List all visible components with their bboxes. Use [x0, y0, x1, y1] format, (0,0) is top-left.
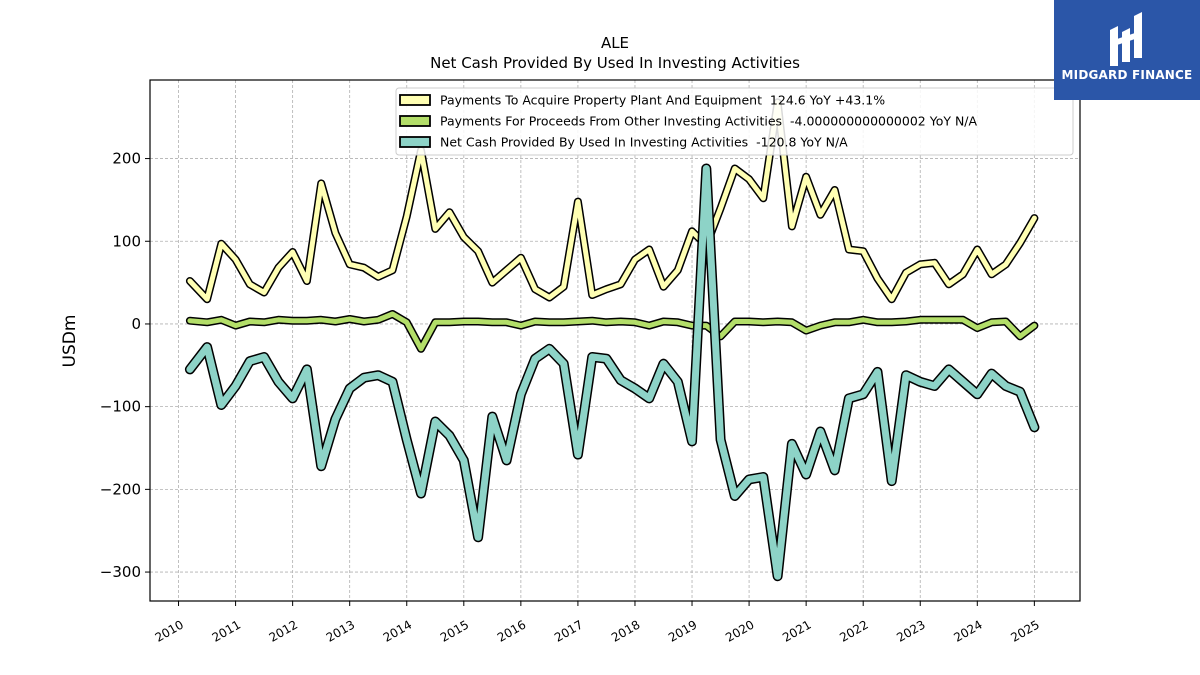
x-tick-label: 2023	[894, 617, 927, 644]
legend: Payments To Acquire Property Plant And E…	[395, 87, 1074, 156]
legend-swatch-0	[399, 94, 431, 106]
legend-swatch-2	[399, 136, 431, 148]
y-axis-label: USDm	[60, 315, 80, 368]
grid-lines	[150, 80, 1080, 601]
y-axis: −300 −200 −100 0 100 200	[100, 150, 150, 581]
x-tick-label: 2013	[324, 617, 357, 644]
midgard-finance-logo: MIDGARD FINANCE	[1054, 0, 1200, 100]
x-tick-label: 2017	[552, 617, 585, 644]
legend-box	[395, 87, 1074, 156]
chart-title: ALE	[601, 34, 629, 52]
x-tick-label: 2024	[951, 617, 984, 644]
series-layer	[184, 98, 1040, 582]
x-tick-label: 2020	[723, 617, 756, 644]
chart-subtitle: Net Cash Provided By Used In Investing A…	[430, 54, 800, 72]
x-tick-label: 2012	[267, 617, 300, 644]
x-tick-label: 2021	[780, 617, 813, 644]
y-tick-label: 0	[131, 315, 141, 333]
x-axis: 2010 2011 2012 2013 2014 2015 2016 2017 2018 2019…	[153, 601, 1042, 645]
logo-mark-icon	[1110, 12, 1142, 66]
series-2-line	[186, 165, 1038, 580]
series-0-line	[187, 99, 1037, 302]
legend-swatch-1	[399, 115, 431, 127]
y-tick-label: 200	[112, 150, 141, 168]
x-tick-label: 2015	[438, 617, 471, 644]
y-tick-label: −300	[100, 563, 141, 581]
x-tick-label: 2019	[666, 617, 699, 644]
plot-frame	[149, 79, 1081, 602]
series-1-line	[187, 311, 1037, 352]
legend-label-2: Net Cash Provided By Used In Investing A…	[440, 135, 848, 150]
y-tick-label: 100	[112, 232, 141, 250]
x-tick-label: 2014	[381, 617, 414, 644]
y-tick-label: −100	[100, 398, 141, 416]
x-tick-label: 2010	[153, 617, 186, 644]
legend-label-1: Payments For Proceeds From Other Investi…	[440, 114, 978, 129]
x-tick-label: 2025	[1008, 617, 1041, 644]
y-tick-label: −200	[100, 480, 141, 498]
x-tick-label: 2022	[837, 617, 870, 644]
legend-label-0: Payments To Acquire Property Plant And E…	[440, 93, 885, 108]
x-tick-label: 2016	[495, 617, 528, 644]
logo-text: MIDGARD FINANCE	[1061, 68, 1193, 82]
x-tick-label: 2018	[609, 617, 642, 644]
x-tick-label: 2011	[210, 617, 243, 644]
